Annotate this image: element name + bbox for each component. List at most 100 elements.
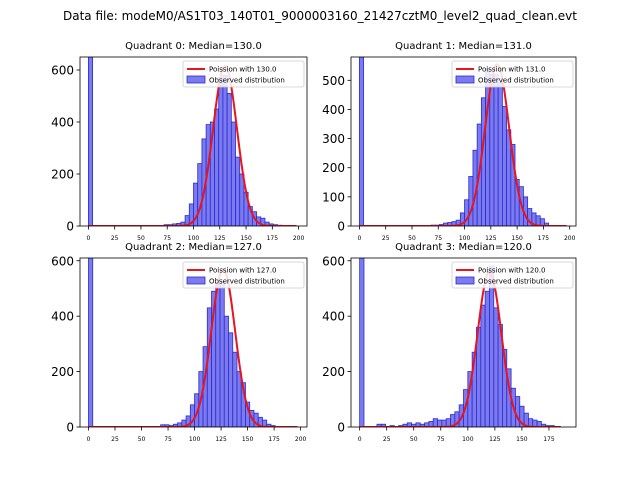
histogram-bar — [493, 74, 499, 226]
x-tick-label: 125 — [485, 235, 497, 242]
x-tick-label: 75 — [437, 436, 445, 443]
histogram-bar — [228, 332, 234, 427]
figure-title: Data file: modeM0/AS1T03_140T01_90000031… — [63, 9, 577, 23]
x-tick-label: 75 — [163, 235, 171, 242]
legend-label-fit: Poission with 131.0 — [478, 66, 546, 74]
legend-bar-swatch — [186, 276, 206, 285]
x-tick-label: 75 — [434, 235, 442, 242]
poisson-fit-line — [359, 270, 561, 427]
legend: Poission with 120.0 Observed distribution — [451, 261, 574, 289]
x-tick-label: 50 — [408, 235, 416, 242]
x-tick-label: 200 — [295, 436, 307, 443]
histogram-bar — [88, 258, 94, 427]
histogram-bar — [468, 176, 474, 226]
x-tick-label: 25 — [111, 436, 119, 443]
histogram-bar — [214, 108, 220, 226]
histogram-bar — [484, 290, 490, 427]
legend: Poission with 127.0 Observed distribution — [182, 261, 305, 289]
x-tick-label: 100 — [462, 436, 474, 443]
x-tick-label: 50 — [137, 235, 145, 242]
x-tick-label: 150 — [240, 235, 252, 242]
legend-label-fit: Poission with 120.0 — [478, 267, 546, 275]
legend: Poission with 131.0 Observed distribution — [451, 60, 574, 88]
legend-label-fit: Poission with 130.0 — [209, 66, 277, 74]
y-tick-label: 0 — [66, 220, 74, 234]
histogram-bar — [480, 97, 486, 226]
y-tick-label: 500 — [322, 74, 345, 88]
poisson-fit-line — [88, 64, 297, 226]
x-tick-label: 125 — [214, 235, 226, 242]
legend-label-observed: Observed distribution — [209, 278, 285, 286]
legend-bar-swatch — [455, 276, 475, 285]
subplot-quadrant-1: Quadrant 1: Median=131.0 0 25 50 75 100 125 150… — [322, 41, 577, 242]
panel-title: Quadrant 3: Median=120.0 — [395, 242, 532, 253]
poisson-fit-line — [359, 63, 567, 226]
legend-box — [451, 261, 574, 289]
subplot-quadrant-2: Quadrant 2: Median=127.0 0 25 50 75 100 125 150… — [51, 242, 308, 443]
histogram-bar — [544, 222, 550, 226]
histogram-bar — [380, 423, 387, 427]
histogram-bar — [497, 82, 503, 226]
x-tick-label: 175 — [538, 235, 550, 242]
x-tick-label: 125 — [489, 436, 501, 443]
y-tick-label: 400 — [51, 116, 74, 130]
y-tick-label: 400 — [322, 103, 345, 117]
histogram-bar — [88, 57, 94, 226]
y-tick-label: 400 — [322, 310, 345, 324]
panel-title: Quadrant 1: Median=131.0 — [395, 41, 532, 52]
x-tick-label: 50 — [138, 436, 146, 443]
legend-box — [182, 60, 305, 88]
histogram-bar — [223, 315, 229, 427]
y-tick-label: 200 — [51, 168, 74, 182]
histogram-bar — [232, 351, 238, 427]
legend-label-observed: Observed distribution — [209, 77, 285, 85]
x-tick-label: 100 — [459, 235, 471, 242]
histogram-bar — [359, 258, 365, 427]
subplot-grid: Quadrant 0: Median=130.0 0 25 50 75 100 125 150… — [51, 41, 577, 443]
x-tick-label: 150 — [516, 436, 528, 443]
y-tick-label: 0 — [66, 421, 74, 435]
x-tick-label: 175 — [268, 436, 280, 443]
y-tick-label: 200 — [322, 161, 345, 175]
y-tick-label: 200 — [322, 365, 345, 379]
histogram-bar — [359, 57, 365, 226]
x-tick-label: 75 — [164, 436, 172, 443]
x-tick-label: 0 — [357, 235, 361, 242]
x-tick-label: 0 — [87, 436, 91, 443]
y-tick-label: 300 — [322, 132, 345, 146]
histogram-bar — [226, 93, 232, 226]
y-tick-label: 0 — [337, 421, 345, 435]
panel-title: Quadrant 2: Median=127.0 — [125, 242, 262, 253]
x-tick-label: 125 — [215, 436, 227, 443]
x-tick-label: 0 — [358, 436, 362, 443]
histogram-bar — [235, 156, 241, 226]
panel-title: Quadrant 0: Median=130.0 — [125, 41, 262, 52]
histogram-bar — [432, 418, 438, 427]
histogram-bar — [480, 304, 486, 427]
x-tick-label: 200 — [564, 235, 576, 242]
y-tick-label: 400 — [51, 310, 74, 324]
legend: Poission with 130.0 Observed distribution — [182, 60, 305, 88]
x-tick-label: 25 — [383, 436, 391, 443]
y-tick-label: 0 — [337, 220, 345, 234]
x-tick-label: 0 — [86, 235, 90, 242]
x-tick-label: 50 — [410, 436, 418, 443]
x-tick-label: 100 — [188, 235, 200, 242]
subplot-quadrant-0: Quadrant 0: Median=130.0 0 25 50 75 100 125 150… — [51, 41, 308, 242]
poisson-fit-line — [88, 267, 298, 427]
histogram-bar — [206, 307, 212, 427]
x-tick-label: 200 — [293, 235, 305, 242]
x-tick-label: 150 — [242, 436, 254, 443]
y-tick-label: 600 — [322, 254, 345, 268]
histogram-bar — [222, 74, 228, 226]
histogram-bar — [219, 281, 225, 427]
x-tick-label: 100 — [189, 436, 201, 443]
legend-box — [451, 60, 574, 88]
histogram-bar — [515, 396, 521, 427]
histogram-bar — [502, 106, 508, 226]
x-tick-label: 150 — [511, 235, 523, 242]
y-tick-label: 200 — [51, 365, 74, 379]
histogram-bar — [493, 307, 499, 427]
x-tick-label: 25 — [382, 235, 390, 242]
